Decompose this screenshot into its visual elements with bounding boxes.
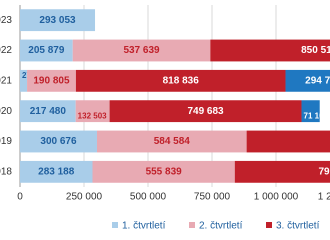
data-label: 795 000 <box>318 166 330 177</box>
legend-swatch <box>266 222 272 228</box>
y-tick-label: 2022 <box>0 45 12 56</box>
legend-label: 3. čtvrtletí <box>276 221 320 232</box>
y-tick-label: 2018 <box>0 166 12 177</box>
bar-segment <box>92 160 235 183</box>
x-tick-label: 0 <box>17 192 23 203</box>
x-tick-label: 1 250 000 <box>318 192 330 203</box>
data-label: 294 700 <box>305 75 330 86</box>
data-label: 283 188 <box>38 166 75 177</box>
data-label: 71 107 <box>304 111 329 120</box>
bar-segment <box>20 9 96 32</box>
data-label: 217 480 <box>30 106 67 117</box>
bar-segment <box>210 39 330 62</box>
data-label: 850 513 <box>301 45 330 56</box>
bar-segment <box>75 69 286 92</box>
data-label: 555 839 <box>146 166 183 177</box>
x-tick-label: 750 000 <box>194 192 231 203</box>
bar-segment <box>301 100 320 123</box>
bar-segment <box>75 100 110 123</box>
bar-segment <box>96 130 247 153</box>
bar-segment <box>20 39 73 62</box>
data-label: 293 053 <box>39 15 76 26</box>
bar-segment <box>27 69 76 92</box>
bar-segment <box>234 160 330 183</box>
y-tick-label: 2019 <box>0 136 12 147</box>
x-tick-label: 1 000 000 <box>254 192 299 203</box>
legend-swatch <box>112 222 118 228</box>
bar-segment <box>72 39 211 62</box>
x-tick-label: 500 000 <box>130 192 167 203</box>
legend-label: 1. čtvrtletí <box>122 221 166 232</box>
x-tick-label: 250 000 <box>66 192 103 203</box>
data-label: 190 805 <box>33 75 70 86</box>
legend-swatch <box>189 222 195 228</box>
data-label: 749 683 <box>187 106 224 117</box>
legend-label: 2. čtvrtletí <box>199 221 243 232</box>
data-label: 537 639 <box>123 45 160 56</box>
data-label: 132 503 <box>78 111 107 120</box>
bar-segment <box>285 69 330 92</box>
bar-segment <box>20 160 93 183</box>
data-label: 205 879 <box>28 45 65 56</box>
bar-segment <box>20 100 76 123</box>
bar-segment <box>20 130 97 153</box>
y-tick-label: 2023 <box>0 15 12 26</box>
data-label: 584 584 <box>154 136 191 147</box>
data-label: 300 676 <box>40 136 77 147</box>
bar-segment <box>109 100 302 123</box>
y-tick-label: 2020 <box>0 106 12 117</box>
data-label: 818 836 <box>163 75 200 86</box>
bar-segment <box>20 69 28 92</box>
bar-segment <box>246 130 330 153</box>
